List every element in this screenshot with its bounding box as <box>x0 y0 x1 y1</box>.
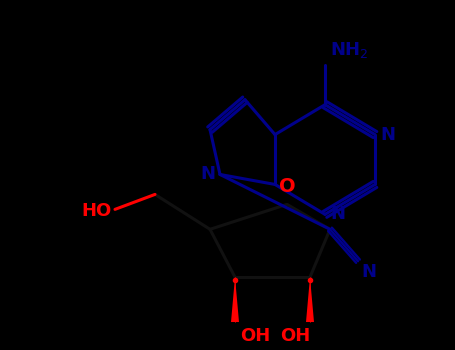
Text: N: N <box>380 126 395 144</box>
Polygon shape <box>231 277 239 322</box>
Text: HO: HO <box>82 202 112 220</box>
Text: N: N <box>330 205 345 223</box>
Text: N: N <box>200 166 215 183</box>
Text: O: O <box>278 177 295 196</box>
Text: OH: OH <box>240 327 270 345</box>
Text: OH: OH <box>280 327 310 345</box>
Text: N: N <box>361 263 376 281</box>
Polygon shape <box>306 277 314 322</box>
Text: NH$_2$: NH$_2$ <box>330 40 369 60</box>
